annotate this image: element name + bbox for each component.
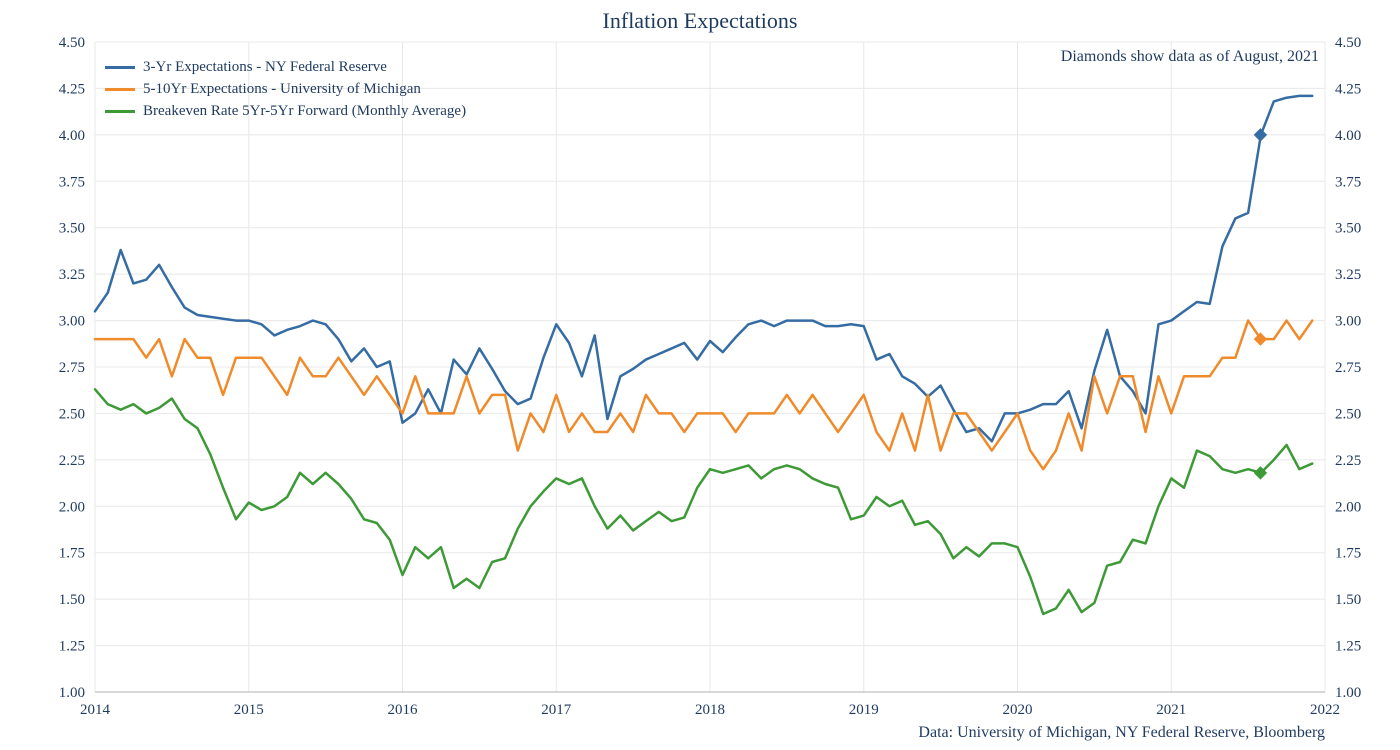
svg-text:3.50: 3.50 <box>59 221 85 237</box>
svg-text:2.50: 2.50 <box>1335 406 1361 422</box>
svg-text:3.25: 3.25 <box>1335 267 1361 283</box>
legend-label: 5-10Yr Expectations - University of Mich… <box>143 81 421 98</box>
svg-text:1.50: 1.50 <box>59 592 85 608</box>
svg-text:1.00: 1.00 <box>59 685 85 701</box>
svg-text:1.75: 1.75 <box>59 546 85 562</box>
svg-text:2016: 2016 <box>388 702 419 718</box>
legend-label: 3-Yr Expectations - NY Federal Reserve <box>143 59 387 76</box>
svg-text:2017: 2017 <box>541 702 572 718</box>
svg-text:2.75: 2.75 <box>59 360 85 376</box>
legend-item: 3-Yr Expectations - NY Federal Reserve <box>105 56 466 78</box>
svg-text:2021: 2021 <box>1156 702 1186 718</box>
chart-container: Inflation Expectations 1.001.001.251.251… <box>0 0 1400 750</box>
svg-text:4.00: 4.00 <box>59 128 85 144</box>
svg-text:4.25: 4.25 <box>1335 81 1361 97</box>
svg-text:2015: 2015 <box>234 702 264 718</box>
svg-text:2.50: 2.50 <box>59 406 85 422</box>
svg-text:1.50: 1.50 <box>1335 592 1361 608</box>
svg-text:2018: 2018 <box>695 702 725 718</box>
svg-text:3.25: 3.25 <box>59 267 85 283</box>
svg-text:2.00: 2.00 <box>59 499 85 515</box>
svg-text:2.25: 2.25 <box>1335 453 1361 469</box>
legend-swatch <box>105 110 135 113</box>
legend-swatch <box>105 66 135 69</box>
svg-text:4.50: 4.50 <box>59 35 85 51</box>
svg-text:2022: 2022 <box>1310 702 1340 718</box>
legend-label: Breakeven Rate 5Yr-5Yr Forward (Monthly … <box>143 103 466 120</box>
svg-text:1.25: 1.25 <box>1335 639 1361 655</box>
svg-text:1.25: 1.25 <box>59 639 85 655</box>
svg-text:2.00: 2.00 <box>1335 499 1361 515</box>
svg-text:4.50: 4.50 <box>1335 35 1361 51</box>
svg-text:2.25: 2.25 <box>59 453 85 469</box>
svg-text:1.75: 1.75 <box>1335 546 1361 562</box>
svg-text:1.00: 1.00 <box>1335 685 1361 701</box>
legend-item: 5-10Yr Expectations - University of Mich… <box>105 78 466 100</box>
svg-text:2019: 2019 <box>849 702 879 718</box>
svg-text:4.25: 4.25 <box>59 81 85 97</box>
svg-text:4.00: 4.00 <box>1335 128 1361 144</box>
svg-text:3.75: 3.75 <box>59 174 85 190</box>
diamond-annotation: Diamonds show data as of August, 2021 <box>1061 48 1319 66</box>
svg-text:2.75: 2.75 <box>1335 360 1361 376</box>
legend-item: Breakeven Rate 5Yr-5Yr Forward (Monthly … <box>105 100 466 122</box>
svg-text:3.50: 3.50 <box>1335 221 1361 237</box>
svg-text:3.00: 3.00 <box>59 314 85 330</box>
svg-text:2020: 2020 <box>1003 702 1033 718</box>
data-source-label: Data: University of Michigan, NY Federal… <box>918 724 1325 742</box>
legend-swatch <box>105 88 135 91</box>
legend: 3-Yr Expectations - NY Federal Reserve 5-… <box>105 56 466 122</box>
svg-text:2014: 2014 <box>80 702 111 718</box>
svg-text:3.75: 3.75 <box>1335 174 1361 190</box>
svg-text:3.00: 3.00 <box>1335 314 1361 330</box>
